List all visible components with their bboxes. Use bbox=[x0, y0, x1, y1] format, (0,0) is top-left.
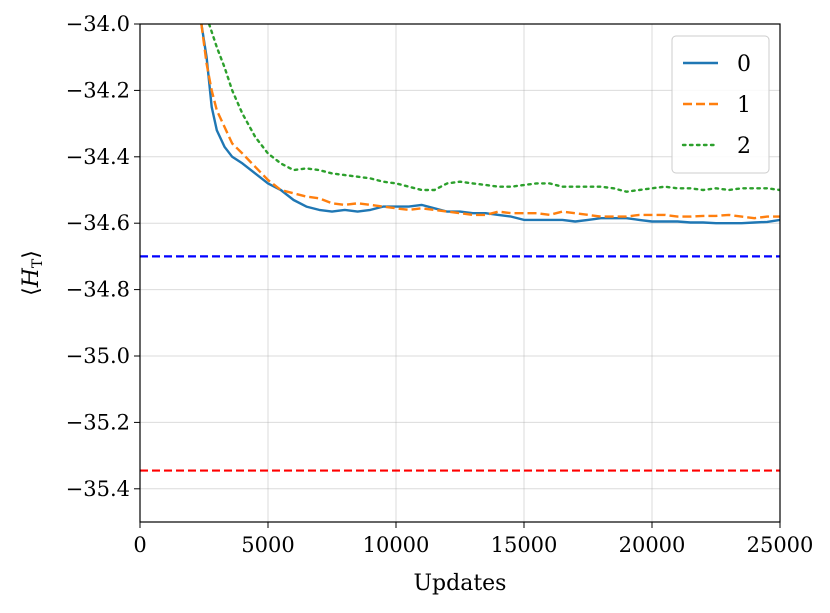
series-line-0 bbox=[200, 24, 780, 225]
legend-label-1: 1 bbox=[737, 93, 751, 118]
x-tick-label: 25000 bbox=[747, 533, 814, 557]
series-line-1 bbox=[200, 24, 780, 220]
y-axis-label-open: ⟨ bbox=[19, 287, 44, 296]
y-tick-label: −34.2 bbox=[66, 78, 130, 102]
y-tick-label: −35.0 bbox=[66, 344, 130, 368]
y-axis-label-main: H bbox=[19, 267, 44, 288]
legend-box bbox=[671, 35, 770, 174]
y-tick-label: −35.2 bbox=[66, 410, 130, 434]
axis-ticks bbox=[134, 23, 781, 528]
y-tick-label: −34.6 bbox=[66, 211, 130, 235]
x-tick-label: 10000 bbox=[363, 533, 430, 557]
x-tick-labels: 0 5000 10000 15000 20000 25000 bbox=[133, 533, 813, 557]
series-lines bbox=[200, 24, 780, 225]
legend: 0 1 2 bbox=[671, 35, 770, 174]
x-tick-label: 15000 bbox=[491, 533, 558, 557]
y-tick-label: −35.4 bbox=[66, 477, 130, 501]
x-tick-label: 5000 bbox=[241, 533, 294, 557]
x-axis-label: Updates bbox=[414, 571, 507, 596]
y-axis-label-close: ⟩ bbox=[19, 250, 44, 259]
reference-lines bbox=[140, 255, 780, 472]
y-tick-label: −34.0 bbox=[66, 12, 130, 36]
series-line-2 bbox=[207, 24, 780, 193]
legend-label-2: 2 bbox=[737, 134, 751, 159]
y-tick-labels: −35.4 −35.2 −35.0 −34.8 −34.6 −34.4 −34.2 −34.0 bbox=[66, 12, 130, 501]
plot-frame bbox=[139, 23, 781, 523]
y-axis-label-sub: T bbox=[30, 258, 46, 268]
y-tick-label: −34.4 bbox=[66, 145, 130, 169]
x-tick-label: 20000 bbox=[619, 533, 686, 557]
legend-label-0: 0 bbox=[737, 52, 751, 77]
y-tick-label: −34.8 bbox=[66, 278, 130, 302]
x-tick-label: 0 bbox=[133, 533, 146, 557]
y-axis-label: ⟨HT⟩ bbox=[19, 250, 46, 296]
